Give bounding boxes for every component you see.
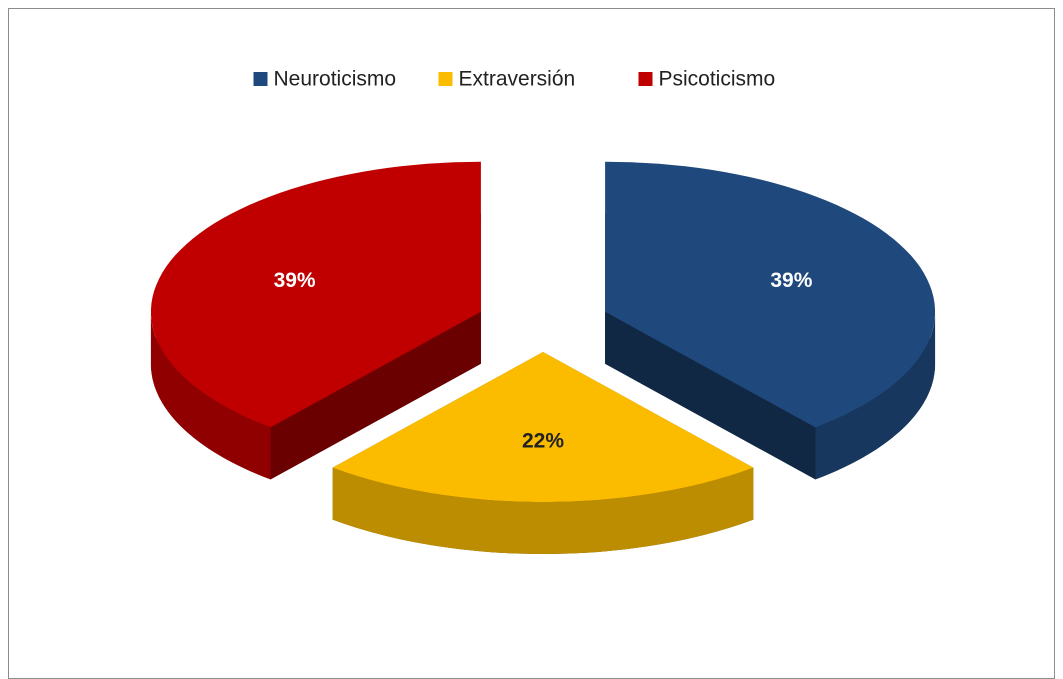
slice: 39% xyxy=(150,161,481,480)
slice-top xyxy=(605,161,935,428)
legend-label: Neuroticismo xyxy=(274,68,397,91)
legend-swatch xyxy=(438,72,453,86)
slice-top xyxy=(151,161,481,428)
slice-wall xyxy=(150,311,271,480)
slice-top xyxy=(332,352,754,502)
legend-label: Extraversión xyxy=(459,68,576,91)
legend-label: Psicoticismo xyxy=(659,68,776,91)
legend-swatch xyxy=(638,72,653,86)
slice-wall xyxy=(332,467,754,554)
slice-side xyxy=(270,311,481,480)
slice-side xyxy=(605,311,816,480)
slice-wall xyxy=(815,311,936,480)
slice: 22% xyxy=(332,352,754,554)
slice: 39% xyxy=(605,161,936,480)
data-label: 39% xyxy=(770,269,812,292)
data-label: 22% xyxy=(522,430,564,453)
data-label: 39% xyxy=(274,269,316,292)
legend-swatch xyxy=(253,72,268,86)
